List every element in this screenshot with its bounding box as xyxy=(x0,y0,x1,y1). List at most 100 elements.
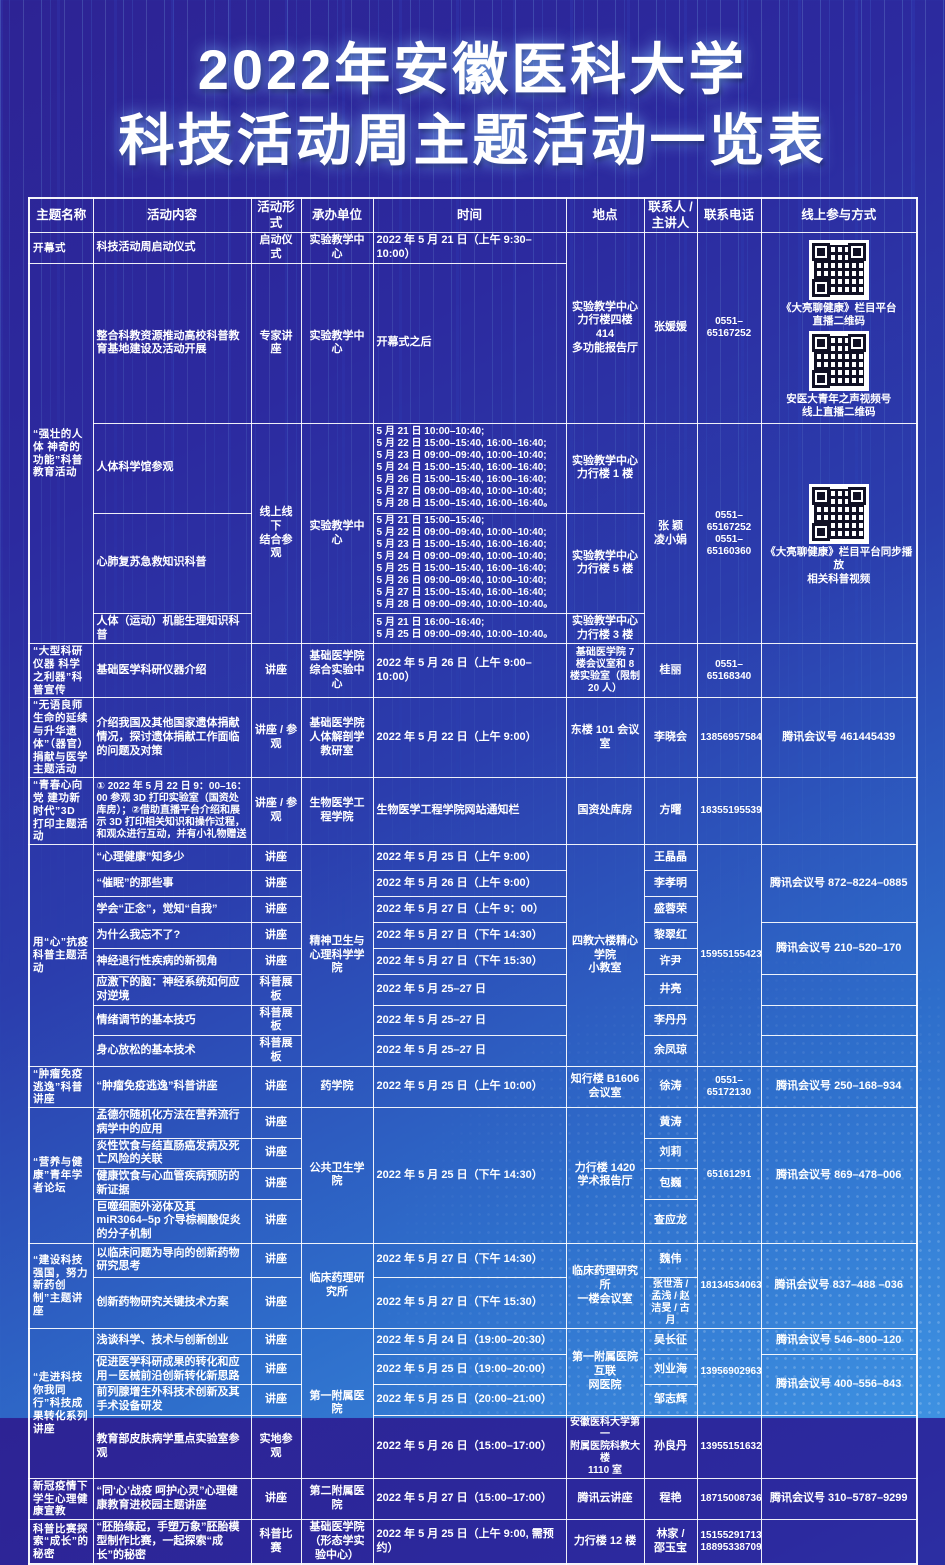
table-cell: 实验教学中心 力行楼 5 楼 xyxy=(565,512,645,614)
table-cell: 专家讲座 xyxy=(250,262,302,424)
table-cell: “建设科技强国，努力新药创制”主题讲座 xyxy=(28,1242,94,1329)
table-row: 前列腺增生外科技术创新及其手术设备研发 讲座 2022 年 5 月 25 日（20:… xyxy=(29,1384,917,1416)
table-cell: 2022 年 5 月 25 日（上午 9:00, 需预约） xyxy=(372,1519,567,1565)
table-cell: 讲座 xyxy=(250,643,302,699)
table-cell: 新冠疫情下学生心理健康宣教 xyxy=(28,1477,94,1521)
table-cell: “心理健康”知多少 xyxy=(92,844,252,872)
table-row: “催眠”的那些事 讲座 2022 年 5 月 26 日（上午 9:00） 李孝明 xyxy=(29,870,917,898)
table-cell: 腾讯会议号 546–800–120 xyxy=(760,1327,918,1355)
table-cell: 心肺复苏急救知识科普 xyxy=(92,512,252,614)
table-cell: 生物医学工程学院网站通知栏 xyxy=(372,777,567,846)
table-row: 心肺复苏急救知识科普 5 月 21 日 15:00–15:40; 5 月 22 日… xyxy=(29,512,917,614)
table-cell: 2022 年 5 月 26 日（上午 9:00） xyxy=(372,870,567,898)
table-cell: 李孝明 xyxy=(643,870,698,898)
poster-title-line2: 科技活动周主题活动一览表 xyxy=(118,109,827,173)
table-cell: 张媛媛 xyxy=(643,232,698,424)
table-cell: 65161291 xyxy=(696,1107,762,1244)
table-cell: 讲座 / 参观 xyxy=(250,697,302,779)
table-row: 为什么我忘不了? 讲座 2022 年 5 月 27 日（下午 14:30） 黎翠红 腾讯… xyxy=(29,922,918,976)
table-cell: 巨噬细胞外泌体及其 miR3064–5p 介导棕榈酸促炎的分子机制 xyxy=(92,1198,252,1244)
table-row: “营养与健康”青年学者论坛 孟德尔随机化方法在营养流行病学中的应用 讲座 公共卫生学院… xyxy=(28,1107,918,1244)
table-cell: 张世浩 / 孟浅 / 赵洁旻 / 古月 xyxy=(643,1276,698,1329)
table-cell: 程艳 xyxy=(643,1477,698,1521)
table-row: “大型科研仪器 科学之利器”科普宣传 基础医学科研仪器介绍 讲座 基础医学院综合实验中… xyxy=(28,643,918,699)
table-cell xyxy=(760,1035,918,1067)
table-cell: 讲座 xyxy=(250,1353,302,1386)
table-cell: 第一附属医院互联 网医院 xyxy=(565,1327,645,1416)
qr-code xyxy=(808,239,869,300)
table-row: 开幕式 科技活动周启动仪式 启动仪式 实验教学中心 2022 年 5 月 21 日（上午… xyxy=(28,232,918,424)
table-cell: 东楼 101 会议室 xyxy=(565,697,645,779)
table-cell: 魏伟 xyxy=(643,1242,698,1278)
table-row: “建设科技强国，努力新药创制”主题讲座 以临床问题为导向的创新药物研究思考 讲座 临床… xyxy=(28,1242,918,1329)
table-cell: 腾讯会议号 461445439 xyxy=(760,697,918,779)
table-cell: 实地参观 xyxy=(250,1414,302,1479)
table-row: 教育部皮肤病学重点实验室参观 实地参观 2022 年 5 月 26 日（15:00–… xyxy=(29,1414,918,1479)
table-cell: 15955155423 xyxy=(696,844,762,1067)
table-cell: 启动仪式 xyxy=(250,232,302,264)
table-cell: 讲座 xyxy=(250,870,302,898)
table-row: 人体（运动）机能生理知识科普 5 月 21 日 16:00–16:40; 5 月 … xyxy=(29,612,917,645)
table-cell xyxy=(760,643,918,699)
table-header-row: 主题名称 活动内容 活动形式 承办单位 时间 地点 联系人 / 主讲人 联系电话 线上参与方式 xyxy=(28,197,918,234)
table-cell: 神经退行性疾病的新视角 xyxy=(92,948,252,976)
table-cell: 力行楼 12 楼 xyxy=(565,1519,645,1565)
table-cell: 2022 年 5 月 25 日（19:00–20:00） xyxy=(372,1353,567,1386)
table-cell: 13955151632 xyxy=(696,1414,762,1479)
column-header: 活动形式 xyxy=(250,197,302,234)
table-row: 炎性饮食与结直肠癌发病及死亡风险的关联 讲座 刘莉 xyxy=(29,1137,917,1170)
table-cell: “胚胎缘起，手塑万象”胚胎模型制作比赛，一起探索“成长”的秘密 xyxy=(92,1519,252,1565)
table-cell: 0551– 65172130 xyxy=(696,1065,762,1109)
poster-title-line1: 2022年安徽医科大学 xyxy=(197,38,748,101)
table-cell: 生物医学工程学院 xyxy=(300,777,374,846)
table-cell: 临床药理研究所 一楼会议室 xyxy=(565,1242,645,1329)
table-cell xyxy=(760,1414,918,1479)
table-cell: 15155291713 18895338709 xyxy=(696,1519,762,1565)
table-cell: 5 月 21 日 15:00–15:40; 5 月 22 日 09:00–09:… xyxy=(372,512,567,614)
table-cell: 5 月 21 日 16:00–16:40; 5 月 25 日 09:00–09:… xyxy=(372,612,567,645)
table-header: 主题名称 活动内容 活动形式 承办单位 时间 地点 联系人 / 主讲人 联系电话 线上参与方式 xyxy=(28,197,918,234)
table-cell: 13856957584 xyxy=(696,697,762,779)
table-cell: 实验教学中心 xyxy=(300,262,374,424)
table-cell: “催眠”的那些事 xyxy=(92,870,252,898)
table-cell: “营养与健康”青年学者论坛 xyxy=(28,1107,94,1244)
table-cell: 开幕式之后 xyxy=(372,262,567,424)
table-cell: 2022 年 5 月 25–27 日 xyxy=(372,1004,567,1037)
table-cell: 知行楼 B1606 会议室 xyxy=(565,1065,645,1109)
table-cell: 讲座 xyxy=(250,948,302,976)
table-cell: ① 2022 年 5 月 22 日 9：00–16：00 参观 3D 打印实验室… xyxy=(92,777,252,846)
table-row: 新冠疫情下学生心理健康宣教 “同‘心’战疫 呵护心灵”心理健康教育进校园主题讲座讲… xyxy=(28,1477,918,1521)
table-cell: 5 月 21 日 10:00–10:40; 5 月 22 日 15:00–15:… xyxy=(372,422,567,514)
table-cell: 2022 年 5 月 27 日（下午 15:30） xyxy=(372,948,567,976)
table-cell: 精神卫生与心理科学学院 xyxy=(300,844,374,1067)
table-cell: 腾讯会议号 250–168–934 xyxy=(760,1065,918,1109)
table-cell: 实验教学中心 xyxy=(300,232,374,264)
table-cell: 药学院 xyxy=(300,1065,374,1109)
column-header: 线上参与方式 xyxy=(760,197,918,234)
table-cell: 2022 年 5 月 25 日（下午 14:30） xyxy=(372,1107,567,1244)
table-cell: 整合科教资源推动高校科普教育基地建设及活动开展 xyxy=(92,262,252,424)
qr-cell: 《大亮聊健康》栏目平台 直播二维码 安医大青年之声视频号 线上直播二维码 xyxy=(760,232,918,424)
table-row: 身心放松的基本技术 科普展板 2022 年 5 月 25–27 日 余凤琼 xyxy=(29,1035,918,1067)
table-cell: “肿瘤免疫逃逸”科普讲座 xyxy=(92,1065,252,1109)
table-cell: “大型科研仪器 科学之利器”科普宣传 xyxy=(28,643,94,699)
table-cell: 井亮 xyxy=(643,974,698,1006)
table-cell: 腾讯云讲座 xyxy=(565,1477,645,1521)
table-cell: 2022 年 5 月 27 日（下午 14:30） xyxy=(372,922,567,950)
table-row: “无语良师 生命的延续与升华遗体”（器官）捐献与医学主题活动 介绍我国及其他国家遗… xyxy=(28,697,918,779)
table-cell: 四教六楼精心学院 小教室 xyxy=(565,844,645,1067)
table-cell: 孙良丹 xyxy=(643,1414,698,1479)
table-cell: 0551– 65168340 xyxy=(696,643,762,699)
table-cell: 王晶晶 xyxy=(643,844,698,872)
table-cell: 邹志辉 xyxy=(643,1384,698,1416)
table-row: 情绪调节的基本技巧 科普展板 2022 年 5 月 25–27 日 李丹丹 xyxy=(29,1004,918,1037)
table-cell: 力行楼 1420 学术报告厅 xyxy=(565,1107,645,1244)
table-cell xyxy=(760,777,918,846)
table-cell: 18355195539 xyxy=(696,777,762,846)
table-cell: 讲座 / 参观 xyxy=(250,777,302,846)
column-header: 承办单位 xyxy=(300,197,374,234)
table-cell: “无语良师 生命的延续与升华遗体”（器官）捐献与医学主题活动 xyxy=(28,697,94,779)
column-header: 地点 xyxy=(565,197,645,234)
table-cell: 2022 年 5 月 26 日（15:00–17:00） xyxy=(372,1414,567,1479)
table-cell: 学会“正念”，觉知“自我” xyxy=(92,896,252,924)
